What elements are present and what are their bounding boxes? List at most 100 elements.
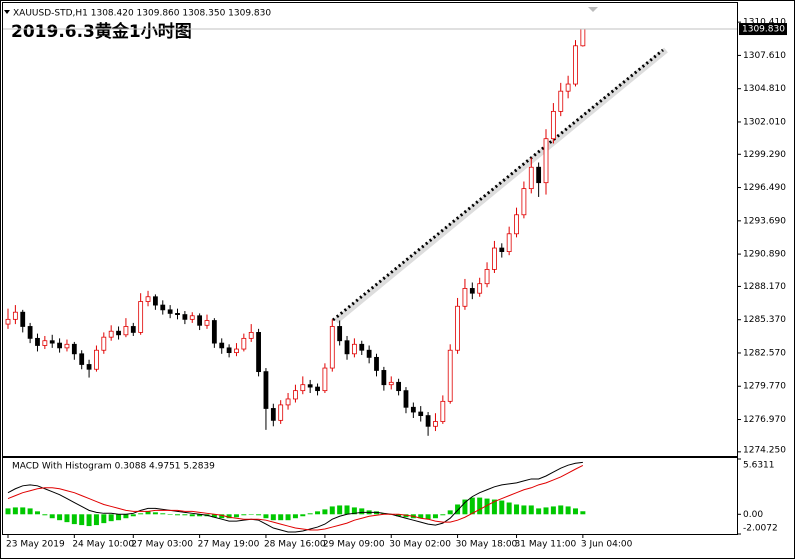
- y-tick-label: 1285.370: [743, 315, 786, 325]
- candle-body: [455, 305, 460, 351]
- candle-body: [20, 311, 26, 327]
- candle-body: [388, 381, 394, 386]
- candle-body: [543, 138, 549, 184]
- histogram-bar: [528, 505, 534, 515]
- candle-body: [197, 315, 203, 326]
- histogram-bar: [315, 511, 321, 515]
- candle-body: [433, 421, 438, 427]
- histogram-bar: [219, 514, 225, 519]
- candle-body: [270, 408, 276, 421]
- x-tick-label: 28 May 16:00: [264, 540, 326, 550]
- y-tick-label: 1299.290: [743, 150, 786, 160]
- candle-body: [12, 311, 18, 320]
- histogram-bar: [160, 513, 166, 515]
- histogram-bar: [521, 505, 527, 515]
- x-tick-label: 27 May 03:00: [131, 540, 193, 550]
- histogram-bar: [285, 514, 291, 521]
- x-tick-label: 29 May 09:00: [323, 540, 385, 550]
- candle-body: [506, 233, 512, 253]
- candle-body: [248, 332, 254, 339]
- histogram-bar: [337, 505, 343, 515]
- histogram-bar: [477, 497, 483, 515]
- histogram-bar: [34, 511, 40, 515]
- histogram-bar: [12, 507, 18, 515]
- candle-body: [219, 342, 225, 349]
- histogram-bar: [455, 504, 461, 515]
- histogram-bar: [565, 506, 571, 515]
- histogram-bar: [116, 514, 122, 521]
- histogram-bar: [462, 499, 468, 515]
- candle-body: [123, 326, 129, 336]
- histogram-bar: [189, 514, 195, 517]
- candle-body: [410, 406, 416, 413]
- candle-body: [307, 384, 313, 388]
- histogram-bar: [499, 500, 505, 515]
- candle-body: [35, 337, 40, 346]
- candle-body: [469, 288, 475, 294]
- x-tick-label: 24 May 10:00: [72, 540, 134, 550]
- candle-body: [344, 340, 350, 355]
- candle-body: [300, 384, 306, 392]
- candle-body: [5, 318, 11, 325]
- candle-body: [94, 349, 99, 370]
- candle-body: [315, 386, 320, 392]
- candle-body: [116, 330, 121, 336]
- histogram-bar: [440, 514, 446, 516]
- histogram-bar: [344, 505, 350, 515]
- candle-body: [71, 343, 77, 355]
- chart-header: XAUUSD-STD,H1 1308.420 1309.860 1308.350…: [13, 9, 271, 19]
- candle-body: [86, 364, 92, 370]
- y-tick-label: 1288.170: [743, 282, 786, 292]
- chart-title: 2019.6.3黄金1小时图: [11, 21, 192, 42]
- histogram-bar: [226, 514, 232, 519]
- y-tick-label: 1274.250: [743, 446, 786, 456]
- histogram-bar: [20, 507, 26, 515]
- candle-body: [366, 349, 372, 358]
- macd-line: [7, 464, 584, 531]
- macd-title: MACD With Histogram 0.3088 4.9751 5.2839: [12, 462, 215, 472]
- candle-body: [256, 332, 261, 373]
- histogram-bar: [175, 514, 181, 516]
- macd-panel: [2, 457, 738, 535]
- histogram-bar: [491, 499, 497, 515]
- histogram-bar: [300, 514, 306, 517]
- candle-body: [381, 370, 387, 386]
- histogram-bar: [396, 514, 402, 517]
- last-price-box: [739, 23, 787, 36]
- candle-body: [536, 166, 542, 184]
- x-tick-label: 30 May 18:00: [456, 540, 518, 550]
- y-tick-label: 1296.490: [743, 183, 786, 193]
- candle-body: [418, 411, 424, 416]
- candle-body: [226, 347, 232, 354]
- candle-body: [293, 390, 298, 400]
- histogram-bar: [580, 511, 586, 515]
- histogram-bar: [514, 504, 520, 515]
- y-tick-label: 1302.010: [743, 117, 786, 127]
- shift-marker: [588, 7, 598, 12]
- y-tick-label: 1276.970: [743, 415, 786, 425]
- candle-body: [145, 296, 151, 302]
- macd-line: [7, 461, 583, 533]
- histogram-bar: [138, 513, 144, 515]
- candle-body: [447, 349, 453, 402]
- histogram-bar: [57, 514, 63, 521]
- histogram-bar: [425, 514, 431, 520]
- x-tick-label: 27 May 19:00: [198, 540, 260, 550]
- candle-body: [521, 188, 527, 216]
- histogram-bar: [572, 508, 578, 515]
- trendline: [332, 48, 664, 322]
- candle-body: [492, 247, 497, 270]
- histogram-bar: [182, 514, 188, 516]
- last-price-label: 1309.830: [742, 25, 785, 35]
- candle-body: [462, 288, 468, 307]
- candle-body: [359, 343, 365, 351]
- histogram-bar: [152, 512, 158, 515]
- histogram-bar: [123, 514, 129, 519]
- histogram-bar: [418, 514, 424, 519]
- candle-body: [278, 404, 284, 421]
- candle-body: [49, 340, 55, 344]
- candle-body: [167, 309, 173, 314]
- histogram-bar: [130, 514, 136, 517]
